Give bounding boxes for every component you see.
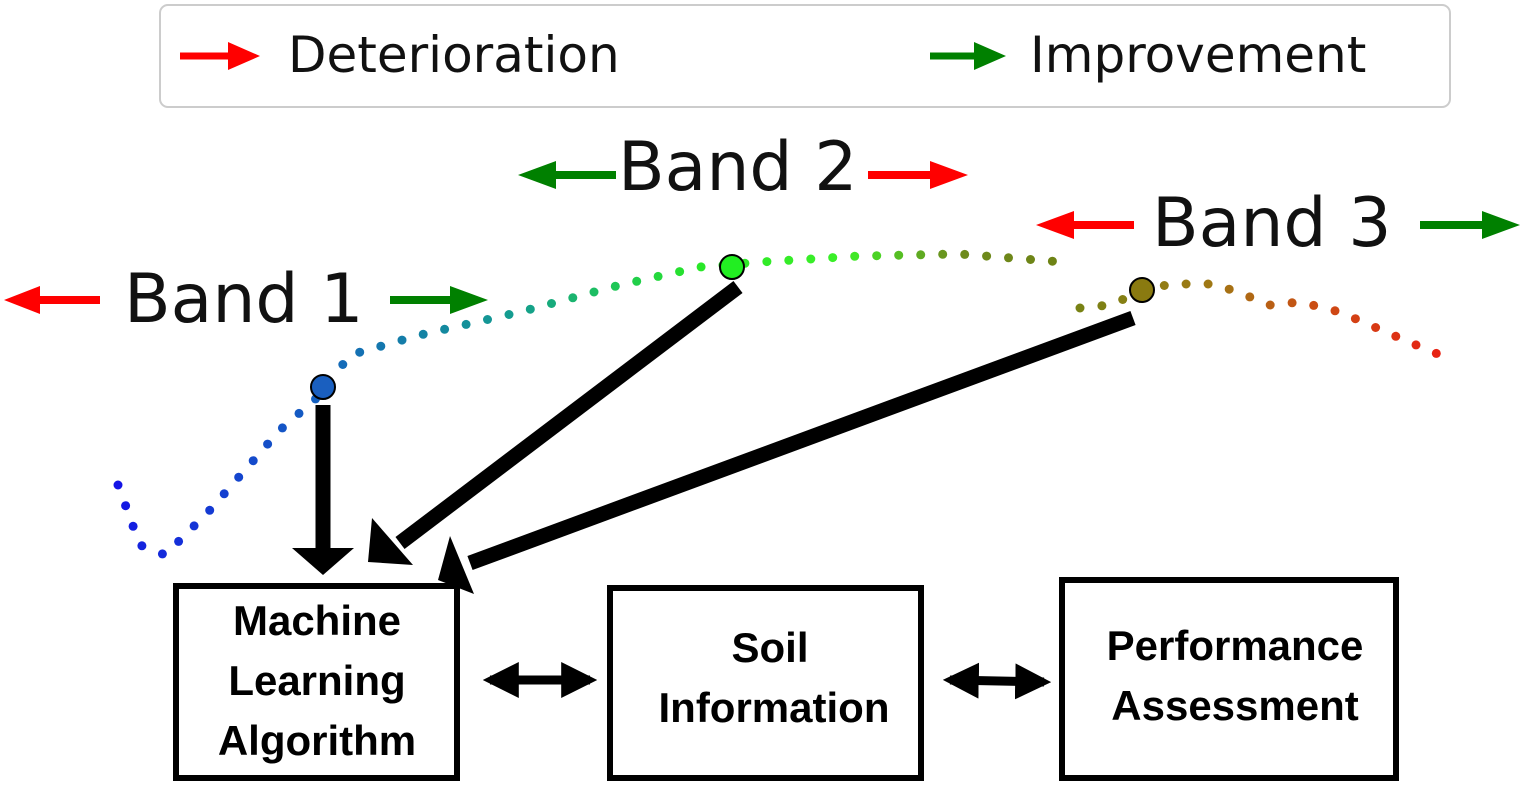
curve-dot: [1330, 306, 1340, 316]
curve-dot: [1431, 348, 1441, 358]
curve-dot: [355, 347, 365, 357]
curve-dot: [483, 315, 492, 324]
deterioration-legend-arrow-icon: [180, 42, 260, 70]
band-3-to-ml-arrow: [438, 310, 1136, 594]
curve-dot: [1203, 279, 1213, 289]
curve-dot: [1181, 279, 1191, 289]
curve-dot: [653, 271, 663, 281]
band-1-right-arrow-icon: [390, 286, 488, 314]
curve-dot: [1391, 331, 1401, 341]
curve-dot: [174, 536, 184, 546]
curve-dot: [1224, 284, 1234, 294]
curve-dot: [219, 489, 229, 499]
band-1-to-ml-arrow: [292, 405, 354, 575]
ml-box-line-3: Algorithm: [218, 717, 416, 764]
performance-box-line-1: Performance: [1107, 622, 1364, 669]
curve-dot: [696, 262, 706, 272]
curve-dot: [1371, 323, 1381, 332]
curve-dot: [1097, 301, 1107, 311]
improvement-legend-arrow-icon: [930, 42, 1006, 70]
band-2-right-arrow-icon: [868, 161, 968, 189]
curve-dot: [547, 299, 556, 308]
curve-dot: [1350, 314, 1360, 324]
curve-dot: [1159, 281, 1169, 290]
curve-dot: [589, 287, 599, 297]
curve-dot: [263, 439, 273, 449]
band-3-right-arrow-icon: [1420, 211, 1520, 239]
curve-dot: [440, 324, 450, 334]
band-3-point: [1129, 277, 1155, 303]
curve-dot: [1245, 292, 1255, 302]
deterioration-legend-label: Deterioration: [288, 26, 620, 84]
band-1-point: [310, 374, 336, 400]
band-2-to-ml-arrow: [368, 281, 743, 565]
curve-dot: [128, 521, 138, 531]
curve-dot: [1287, 298, 1297, 308]
band-2-label: Band 2: [618, 128, 857, 207]
curve-dot: [894, 250, 904, 260]
performance-assessment-box: [1059, 577, 1399, 781]
curve-dot: [1075, 303, 1085, 313]
curve-dot: [113, 480, 123, 490]
curve-dot: [632, 276, 642, 286]
curve-dot: [675, 267, 685, 277]
improvement-legend-label: Improvement: [1030, 26, 1366, 84]
curve-dot: [1026, 255, 1035, 264]
curve-dot: [248, 456, 258, 466]
curve-dot: [461, 319, 471, 329]
band-2-left-arrow-icon: [518, 161, 616, 189]
curve-dot: [828, 253, 838, 263]
curve-dot: [1004, 253, 1013, 263]
curve-dot: [938, 249, 948, 259]
curve-dot: [338, 360, 348, 369]
curve-dot: [872, 251, 882, 261]
curve-dot: [157, 549, 167, 559]
ml-box-line-1: Machine: [233, 597, 401, 644]
curve-dot: [397, 335, 407, 345]
band-2-point: [719, 254, 745, 280]
curve-dot: [205, 505, 215, 515]
curve-dot: [850, 251, 860, 261]
curve-dot: [376, 341, 386, 351]
curve-dot: [1047, 256, 1057, 266]
curve-dot: [189, 521, 199, 531]
curve-dot: [1411, 340, 1421, 350]
soil-performance-bidirectional-arrow: [942, 662, 1052, 700]
curve-dot: [806, 254, 816, 264]
performance-box-line-2: Assessment: [1111, 682, 1358, 729]
curve-dot: [294, 408, 304, 418]
curve-dot: [121, 501, 131, 511]
curve-dot: [610, 281, 620, 291]
curve-dot: [504, 310, 514, 319]
band-1-left-arrow-icon: [4, 286, 100, 314]
curve-dot: [960, 249, 970, 259]
curve-dot: [418, 329, 428, 339]
curve-dot: [1309, 300, 1319, 310]
curve-dot: [784, 255, 794, 265]
curve-dot: [277, 423, 287, 433]
soil-information-box: [607, 585, 924, 781]
curve-dot: [137, 541, 147, 551]
soil-box-line-2: Information: [659, 684, 890, 731]
curve-dot: [568, 293, 578, 303]
ml-box-line-2: Learning: [228, 657, 405, 704]
machine-learning-algorithm-box: [173, 583, 460, 781]
curve-dot: [762, 257, 772, 267]
curve-dot: [916, 250, 926, 260]
band-3-left-arrow-icon: [1036, 211, 1134, 239]
curve-dot: [1265, 300, 1275, 310]
band-3-label: Band 3: [1152, 184, 1391, 263]
curve-dot: [525, 304, 535, 314]
curve-dot: [982, 251, 992, 261]
curve-dot: [1118, 295, 1128, 304]
soil-box-line-1: Soil: [731, 624, 808, 671]
curve-dot: [234, 472, 244, 482]
legend-frame: [159, 4, 1451, 108]
band-1-label: Band 1: [124, 260, 363, 339]
